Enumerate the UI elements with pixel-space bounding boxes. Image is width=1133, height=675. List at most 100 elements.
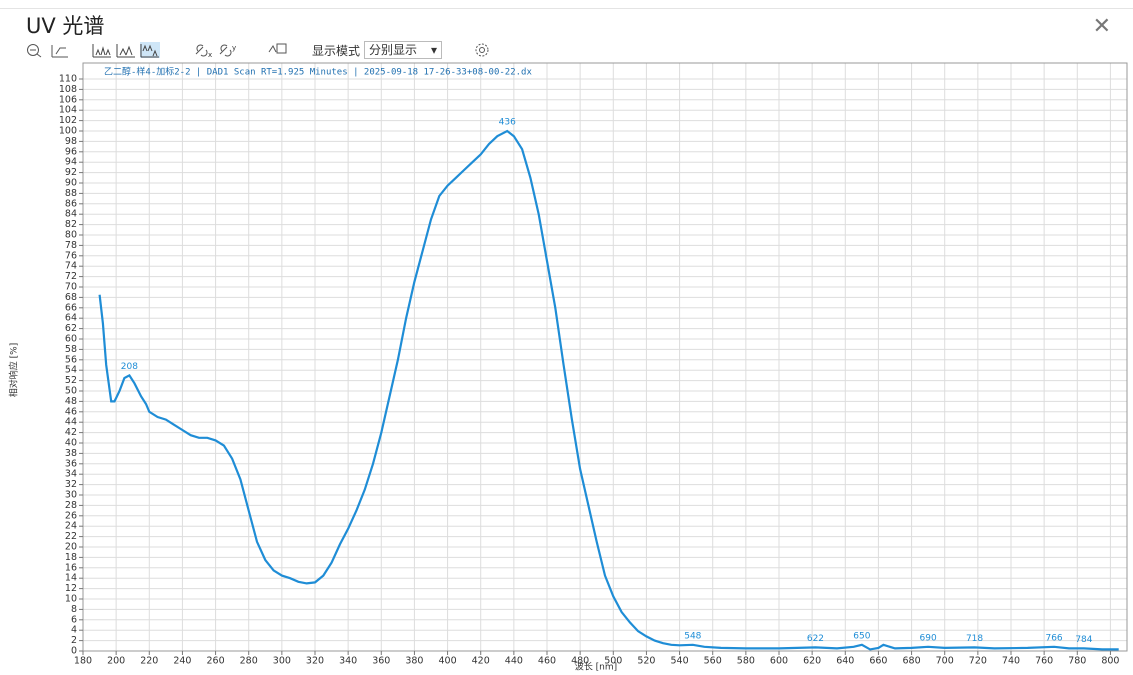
- y-tick-label: 110: [59, 74, 77, 85]
- y-tick-label: 100: [59, 126, 77, 137]
- x-tick-label: 560: [704, 656, 722, 667]
- y-tick-label: 42: [65, 427, 77, 438]
- x-tick-label: 180: [74, 656, 92, 667]
- y-tick-label: 86: [65, 198, 77, 209]
- y-tick-label: 18: [65, 552, 77, 563]
- x-tick-label: 720: [969, 656, 987, 667]
- peak-label: 766: [1045, 633, 1062, 643]
- x-axis-label: 波长 [nm]: [575, 661, 617, 673]
- y-tick-label: 70: [65, 282, 77, 293]
- y-tick-label: 76: [65, 250, 77, 261]
- peak-label: 718: [966, 634, 983, 644]
- x-tick-label: 240: [173, 656, 191, 667]
- x-tick-label: 680: [903, 656, 921, 667]
- y-tick-label: 62: [65, 323, 77, 334]
- x-tick-label: 620: [803, 656, 821, 667]
- y-tick-label: 20: [65, 542, 77, 553]
- peak-label: 622: [807, 634, 824, 644]
- split-icon[interactable]: [140, 42, 160, 58]
- x-tick-label: 360: [372, 656, 390, 667]
- x-tick-label: 380: [405, 656, 423, 667]
- y-tick-label: 84: [65, 209, 77, 220]
- y-tick-label: 28: [65, 500, 77, 511]
- reset-icon[interactable]: [50, 42, 70, 58]
- y-tick-label: 2: [71, 635, 77, 646]
- x-tick-label: 260: [207, 656, 225, 667]
- divider: [0, 8, 1133, 9]
- y-tick-label: 6: [71, 614, 77, 625]
- y-tick-label: 108: [59, 84, 77, 95]
- y-tick-label: 68: [65, 292, 77, 303]
- y-tick-label: 106: [59, 94, 77, 105]
- y-tick-label: 4: [71, 625, 77, 636]
- link-y-icon[interactable]: y: [218, 42, 238, 58]
- x-tick-label: 480: [571, 656, 589, 667]
- y-tick-label: 54: [65, 365, 77, 376]
- x-tick-label: 760: [1035, 656, 1053, 667]
- x-tick-label: 500: [604, 656, 622, 667]
- x-tick-label: 640: [836, 656, 854, 667]
- y-tick-label: 26: [65, 510, 77, 521]
- x-tick-label: 540: [671, 656, 689, 667]
- y-tick-label: 52: [65, 375, 77, 386]
- y-tick-label: 40: [65, 438, 77, 449]
- svg-text:x: x: [208, 51, 212, 58]
- x-tick-label: 660: [869, 656, 887, 667]
- svg-text:y: y: [232, 44, 236, 52]
- y-tick-label: 14: [65, 573, 77, 584]
- x-tick-label: 780: [1068, 656, 1086, 667]
- y-tick-label: 82: [65, 219, 77, 230]
- y-tick-label: 32: [65, 479, 77, 490]
- y-tick-label: 56: [65, 354, 77, 365]
- x-tick-label: 200: [107, 656, 125, 667]
- y-tick-label: 80: [65, 230, 77, 241]
- y-tick-label: 16: [65, 562, 77, 573]
- settings-icon[interactable]: [472, 42, 492, 58]
- y-tick-label: 72: [65, 271, 77, 282]
- y-tick-label: 12: [65, 583, 77, 594]
- link-x-icon[interactable]: x: [194, 42, 214, 58]
- y-tick-label: 78: [65, 240, 77, 251]
- x-tick-label: 440: [505, 656, 523, 667]
- y-axis-label: 相对响应 [%]: [8, 343, 20, 397]
- y-tick-label: 8: [71, 604, 77, 615]
- x-tick-label: 520: [637, 656, 655, 667]
- peak-label: 650: [853, 631, 870, 641]
- peak-icon[interactable]: [268, 42, 288, 58]
- x-tick-label: 580: [737, 656, 755, 667]
- y-tick-label: 88: [65, 188, 77, 199]
- zoom-icon[interactable]: [26, 42, 46, 58]
- stack-icon[interactable]: [116, 42, 136, 58]
- y-tick-label: 94: [65, 157, 77, 168]
- y-tick-label: 90: [65, 178, 77, 189]
- x-tick-label: 700: [936, 656, 954, 667]
- y-tick-label: 24: [65, 521, 77, 532]
- y-tick-label: 74: [65, 261, 77, 272]
- y-tick-label: 96: [65, 146, 77, 157]
- x-tick-label: 420: [472, 656, 490, 667]
- mode-select[interactable]: 分别显示 ▾: [364, 41, 443, 59]
- chart-title: 乙二醇-样4-加标2-2 | DAD1 Scan RT=1.925 Minute…: [104, 66, 532, 78]
- x-tick-label: 340: [339, 656, 357, 667]
- x-tick-label: 300: [273, 656, 291, 667]
- y-tick-label: 46: [65, 406, 77, 417]
- grid: [82, 63, 1127, 652]
- y-tick-label: 38: [65, 448, 77, 459]
- spectrum-line: [98, 129, 1119, 651]
- x-tick-label: 800: [1101, 656, 1119, 667]
- y-tick-label: 92: [65, 167, 77, 178]
- peak-label: 208: [121, 362, 138, 372]
- x-tick-label: 320: [306, 656, 324, 667]
- mode-value: 分别显示: [369, 43, 418, 57]
- y-tick-label: 0: [71, 646, 77, 657]
- y-tick-label: 10: [65, 594, 77, 605]
- x-tick-label: 400: [439, 656, 457, 667]
- peak-label: 690: [920, 633, 937, 643]
- toolbar: x y 显示模式 分别显示 ▾: [26, 40, 496, 60]
- y-tick-label: 50: [65, 386, 77, 397]
- y-tick-label: 58: [65, 344, 77, 355]
- overlay-icon[interactable]: [92, 42, 112, 58]
- close-button[interactable]: ✕: [1092, 14, 1111, 39]
- y-tick-label: 102: [59, 115, 77, 126]
